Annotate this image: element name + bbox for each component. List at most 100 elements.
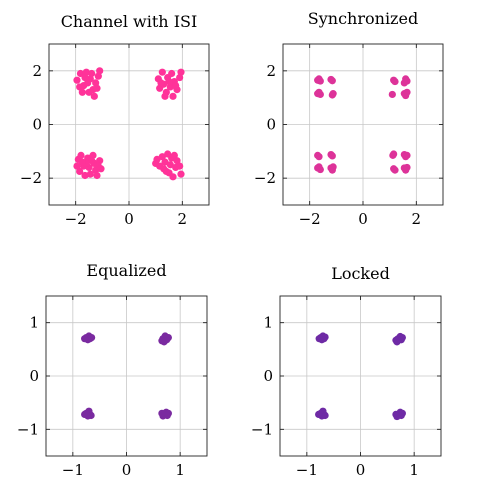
x-tick-label: 0 [122,461,132,479]
data-point [329,90,337,98]
data-point [81,335,89,343]
data-point [168,69,176,78]
y-tick-label: 0 [32,116,42,134]
y-tick-label: −2 [20,169,42,187]
data-point [398,409,406,417]
data-point [81,410,89,418]
data-point [166,161,174,169]
data-point [157,79,165,87]
data-point [96,67,104,75]
data-point [86,170,94,178]
data-point [88,69,96,78]
data-point [315,88,323,96]
data-point [321,333,329,341]
chart-title: Locked [331,264,390,283]
x-tick-label: −2 [65,210,87,228]
data-point [391,166,399,174]
data-point [161,158,169,166]
data-point [391,77,399,86]
data-point [329,163,337,171]
y-tick-label: 1 [29,314,39,332]
x-tick-label: 0 [358,210,368,228]
data-point [315,163,323,171]
x-tick-label: 0 [124,210,134,228]
data-point [315,153,323,161]
y-tick-label: 2 [32,62,42,80]
y-tick-label: −2 [254,169,276,187]
y-tick-label: 0 [29,367,39,385]
data-points [314,75,411,174]
data-point [76,83,84,91]
data-point [328,152,336,160]
y-tick-label: −1 [17,420,39,438]
y-tick-label: −1 [251,420,273,438]
data-point [402,153,410,161]
data-point [93,84,101,92]
data-point [87,411,95,420]
data-point [398,334,406,342]
data-point [88,334,96,342]
data-points [81,332,172,420]
data-point [94,162,102,170]
data-point [93,171,101,180]
data-points [73,67,185,181]
data-point [315,410,323,418]
y-tick-label: 2 [266,62,276,80]
data-point [73,76,81,84]
data-point [76,167,84,176]
data-point [328,77,336,85]
y-tick-label: 0 [266,116,276,134]
data-point [173,157,181,165]
data-points [315,332,406,421]
data-point [88,157,96,165]
data-point [172,81,180,90]
y-tick-label: 0 [263,367,273,385]
data-point [400,79,408,87]
data-point [177,68,185,76]
data-point [403,88,411,96]
x-tick-label: 2 [178,210,188,228]
data-point [77,151,85,159]
data-point [388,90,396,99]
chart-title: Channel with ISI [61,12,198,31]
x-tick-label: 1 [409,461,419,479]
data-point [392,336,400,344]
data-point [402,166,410,174]
chart-panel-1: Channel with ISI −2 0 2 −2 0 2 [20,12,210,228]
data-point [84,79,92,87]
data-point [321,411,329,420]
data-point [161,92,169,100]
chart-panel-3: Equalized −1 0 1 −1 0 1 [17,261,208,479]
data-point [153,155,161,163]
chart-title: Equalized [86,261,166,280]
x-tick-label: 2 [412,210,422,228]
data-point [158,153,166,161]
x-tick-label: 1 [175,461,185,479]
data-point [169,92,177,100]
chart-title: Synchronized [308,9,418,28]
data-point [315,335,323,343]
data-point [158,68,166,76]
data-point [162,167,170,176]
chart-panel-4: Locked −1 0 1 −1 0 1 [251,264,442,479]
x-tick-label: −1 [296,461,318,479]
data-point [158,337,166,345]
chart-panel-2: Synchronized −2 0 2 −2 0 2 [254,9,444,228]
data-point [90,92,98,100]
data-point [315,75,323,83]
x-tick-label: −1 [62,461,84,479]
data-point [176,162,184,170]
data-point [158,409,166,417]
data-point [169,173,177,181]
data-point [177,170,185,178]
data-point [78,88,86,96]
data-point [389,151,397,159]
data-point [165,77,173,86]
data-point [73,162,81,170]
x-tick-label: −2 [299,210,321,228]
y-tick-label: 1 [263,314,273,332]
data-point [392,410,400,418]
data-point [78,158,86,166]
data-point [164,334,172,342]
